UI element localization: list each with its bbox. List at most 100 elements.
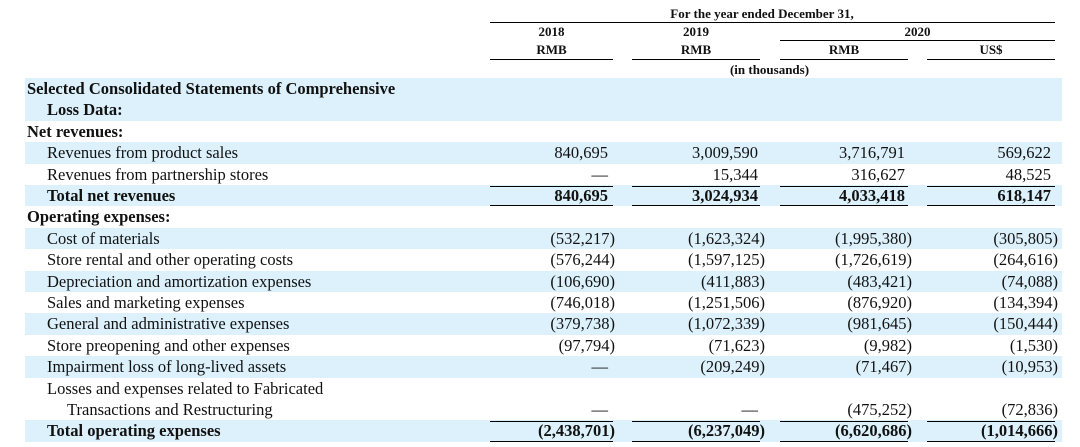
rule [780, 59, 908, 60]
row-label: Transactions and Restructuring [67, 400, 273, 419]
row-label: Revenues from partnership stores [47, 164, 269, 184]
cell-value: 840,695 [554, 143, 608, 163]
total-rule [780, 205, 908, 207]
year: 2018 [538, 24, 565, 39]
row-label: Losses and expenses related to Fabricate… [47, 378, 324, 398]
rule [490, 59, 613, 60]
cell-value: 4,033,418 [839, 186, 905, 205]
cell-value: (2,438,701) [538, 421, 615, 441]
cell-value: (74,088) [1001, 271, 1058, 291]
cell-value: (10,953) [1001, 357, 1058, 377]
year: 2020 [904, 24, 931, 39]
total-rule [927, 440, 1055, 442]
cell-value: (483,421) [847, 271, 912, 291]
cell-value: (981,645) [847, 314, 912, 334]
cell-value: (209,249) [700, 357, 765, 377]
cell-value: — [591, 164, 609, 184]
row-label: Store preopening and other expenses [47, 335, 290, 355]
cell-value: (264,616) [993, 250, 1058, 270]
currency: RMB [680, 42, 712, 57]
cell-value: (6,620,686) [835, 421, 912, 441]
rule [490, 22, 1055, 23]
row-label: Impairment loss of long-lived assets [47, 357, 287, 377]
cell-value: — [741, 400, 759, 419]
cell-value: (876,920) [847, 293, 912, 312]
row-band [25, 227, 1062, 250]
cell-value: (6,237,049) [688, 421, 765, 441]
currency: RMB [536, 42, 567, 57]
total-rule [632, 186, 760, 187]
cell-value: (1,072,339) [688, 314, 765, 334]
row-band [25, 142, 1062, 164]
row-label: Operating expenses: [27, 207, 171, 227]
total-rule [927, 205, 1055, 207]
cell-value: (1,014,666) [981, 421, 1058, 441]
row-band [25, 270, 1062, 292]
row-band [25, 185, 1062, 207]
rule [632, 59, 760, 60]
cell-value: 569,622 [997, 143, 1051, 163]
total-rule [927, 186, 1055, 187]
total-rule [490, 440, 613, 442]
cell-value: (475,252) [847, 400, 912, 419]
total-rule [632, 421, 760, 423]
cell-value: (9,982) [863, 335, 912, 355]
total-rule [632, 205, 760, 207]
cell-value: (72,836) [1001, 400, 1058, 419]
row-label: Net revenues: [27, 121, 124, 141]
cell-value: (532,217) [550, 228, 615, 248]
cell-value: 618,147 [997, 186, 1051, 205]
cell-value: (97,794) [558, 335, 615, 355]
cell-value: (1,530) [1009, 335, 1058, 355]
cell-value: 3,024,934 [692, 186, 758, 205]
total-rule [927, 421, 1055, 423]
row-label: General and administrative expenses [47, 314, 290, 334]
row-band [25, 313, 1062, 335]
year: 2019 [683, 24, 709, 39]
row-label: Depreciation and amortization expenses [47, 271, 312, 291]
row-label: Selected Consolidated Statements of Comp… [27, 79, 396, 98]
cell-value: (576,244) [550, 250, 615, 270]
row-label: Cost of materials [47, 228, 160, 248]
cell-value: — [591, 400, 609, 419]
cell-value: 840,695 [554, 186, 608, 205]
cell-value: (1,726,619) [835, 250, 912, 270]
row-label: Store rental and other operating costs [47, 250, 294, 270]
total-rule [490, 186, 613, 187]
cell-value: (71,467) [855, 357, 912, 377]
cell-value: (379,738) [550, 314, 615, 334]
row-band [25, 356, 1062, 378]
total-rule [780, 440, 908, 442]
row-label: Revenues from product sales [47, 143, 239, 163]
cell-value: (746,018) [550, 293, 615, 312]
cell-value: 48,525 [1005, 164, 1051, 184]
currency: US$ [979, 42, 1003, 57]
cell-value: (71,623) [708, 335, 765, 355]
cell-value: (1,251,506) [688, 293, 765, 312]
currency: RMB [828, 42, 860, 57]
cell-value: — [591, 357, 609, 377]
total-rule [490, 205, 613, 207]
cell-value: (411,883) [700, 271, 765, 291]
cell-value: (1,995,380) [835, 228, 912, 248]
unit-note: (in thousands) [729, 62, 810, 77]
cell-value: 3,009,590 [692, 143, 758, 163]
row-band [25, 420, 1062, 442]
row-label: Total operating expenses [47, 421, 221, 441]
cell-value: 15,344 [712, 164, 758, 184]
cell-value: 3,716,791 [839, 143, 905, 163]
cell-value: (150,444) [993, 314, 1058, 334]
rule [780, 40, 1055, 41]
cell-value: (305,805) [993, 228, 1058, 248]
total-rule [780, 186, 908, 187]
row-label: Loss Data: [47, 100, 123, 120]
total-rule [780, 421, 908, 423]
cell-value: (134,394) [993, 293, 1058, 312]
row-label: Sales and marketing expenses [47, 293, 245, 312]
row-label: Total net revenues [47, 186, 176, 205]
total-rule [490, 421, 613, 423]
period-heading: For the year ended December 31, [670, 6, 854, 21]
cell-value: (1,597,125) [688, 250, 765, 270]
cell-value: (106,690) [550, 271, 615, 291]
